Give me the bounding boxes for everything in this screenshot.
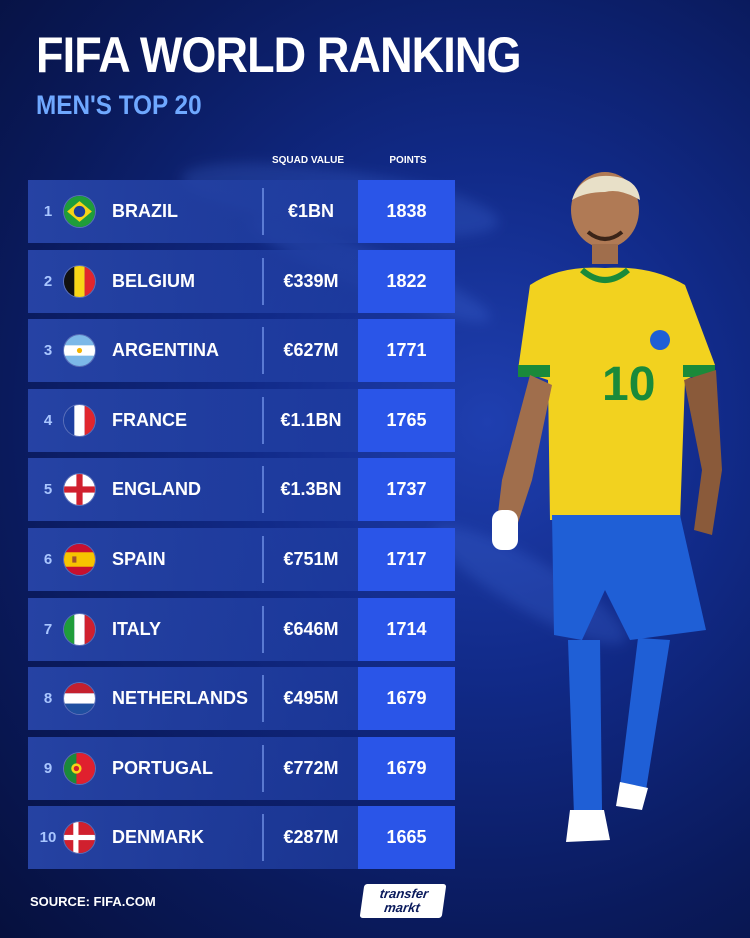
points-value: 1838: [358, 180, 455, 243]
squad-value: €751M: [283, 548, 339, 569]
rank-number: 4: [43, 411, 53, 429]
squad-value: €627M: [283, 340, 339, 361]
squad-value: €495M: [283, 688, 339, 709]
column-divider: [262, 535, 264, 583]
column-header-points: POINTS: [389, 155, 427, 166]
table-row: 2 BELGIUM €339M 1822: [28, 249, 458, 313]
column-divider: [262, 675, 264, 723]
table-row: 7 ITALY €646M 1714: [28, 597, 458, 661]
country-name: ENGLAND: [112, 479, 201, 500]
table-row: 6 SPAIN €751M 1717: [28, 527, 458, 591]
page-subtitle: MEN'S TOP 20: [36, 90, 202, 120]
squad-value: €287M: [283, 827, 339, 848]
rank-number: 1: [43, 203, 53, 220]
points-value: 1665: [358, 806, 455, 870]
source-note: SOURCE: FIFA.COM: [30, 894, 156, 909]
column-divider: [262, 257, 264, 305]
squad-value: €1.1BN: [280, 409, 342, 430]
england-flag-icon: [64, 474, 95, 506]
points-value: 1771: [358, 319, 455, 383]
rank-number: 10: [39, 829, 57, 847]
country-name: NETHERLANDS: [112, 688, 249, 709]
table-row: 1 BRAZIL €1BN 1838: [28, 180, 458, 243]
spain-flag-icon: [64, 543, 95, 575]
svg-text:10: 10: [602, 358, 655, 411]
brazil-flag-icon: [64, 196, 95, 227]
points-value: 1765: [358, 388, 455, 452]
column-divider: [262, 466, 264, 514]
points-value: 1714: [358, 597, 455, 661]
points-value: 1679: [358, 736, 455, 800]
rank-number: 7: [43, 620, 53, 638]
column-divider: [262, 814, 264, 862]
rank-number: 3: [43, 342, 53, 360]
argentina-flag-icon: [64, 335, 95, 367]
portugal-flag-icon: [64, 752, 95, 784]
points-value: 1717: [358, 527, 455, 591]
rank-number: 8: [43, 690, 53, 708]
country-name: PORTUGAL: [112, 757, 213, 778]
column-header-squad-value: SQUAD VALUE: [271, 155, 345, 166]
belgium-flag-icon: [64, 265, 95, 297]
table-row: 10 DENMARK €287M 1665: [28, 806, 458, 870]
squad-value: €339M: [283, 270, 339, 291]
column-divider: [262, 327, 264, 375]
rank-number: 6: [43, 550, 53, 568]
rank-number: 5: [43, 481, 53, 499]
column-divider: [262, 396, 264, 444]
country-name: ITALY: [112, 618, 162, 639]
table-row: 4 FRANCE €1.1BN 1765: [28, 388, 458, 452]
squad-value: €772M: [283, 757, 339, 778]
points-value: 1679: [358, 667, 455, 731]
logo-text-line2: markt: [383, 900, 421, 915]
squad-value: €1.3BN: [280, 479, 342, 500]
table-row: 8 NETHERLANDS €495M 1679: [28, 667, 458, 731]
table-row: 5 ENGLAND €1.3BN 1737: [28, 458, 458, 522]
netherlands-flag-icon: [64, 683, 95, 715]
rank-number: 9: [43, 759, 53, 777]
country-name: FRANCE: [112, 409, 187, 430]
country-name: BELGIUM: [112, 270, 195, 291]
squad-value: €1BN: [287, 201, 335, 221]
points-value: 1822: [358, 249, 455, 313]
column-divider: [262, 744, 264, 792]
table-row: 3 ARGENTINA €627M 1771: [28, 319, 458, 383]
italy-flag-icon: [64, 613, 95, 645]
transfermarkt-logo: transfer markt: [359, 884, 447, 918]
player-illustration: 10: [492, 172, 722, 842]
points-value: 1737: [358, 458, 455, 522]
column-divider: [262, 605, 264, 653]
denmark-flag-icon: [64, 822, 95, 854]
rank-number: 2: [43, 272, 53, 290]
country-name: ARGENTINA: [112, 340, 219, 361]
france-flag-icon: [64, 404, 95, 436]
country-name: SPAIN: [112, 548, 166, 569]
page-title: FIFA WORLD RANKING: [36, 27, 521, 83]
table-row: 9 PORTUGAL €772M 1679: [28, 736, 458, 800]
logo-text-line1: transfer: [378, 886, 430, 901]
country-name: DENMARK: [112, 827, 204, 848]
column-divider: [262, 188, 264, 235]
ranking-table: 1 BRAZIL €1BN 1838 2 BELGIUM €339M 1822 3 ARGENTI…: [28, 180, 458, 876]
squad-value: €646M: [283, 618, 339, 639]
country-name: BRAZIL: [112, 201, 178, 221]
